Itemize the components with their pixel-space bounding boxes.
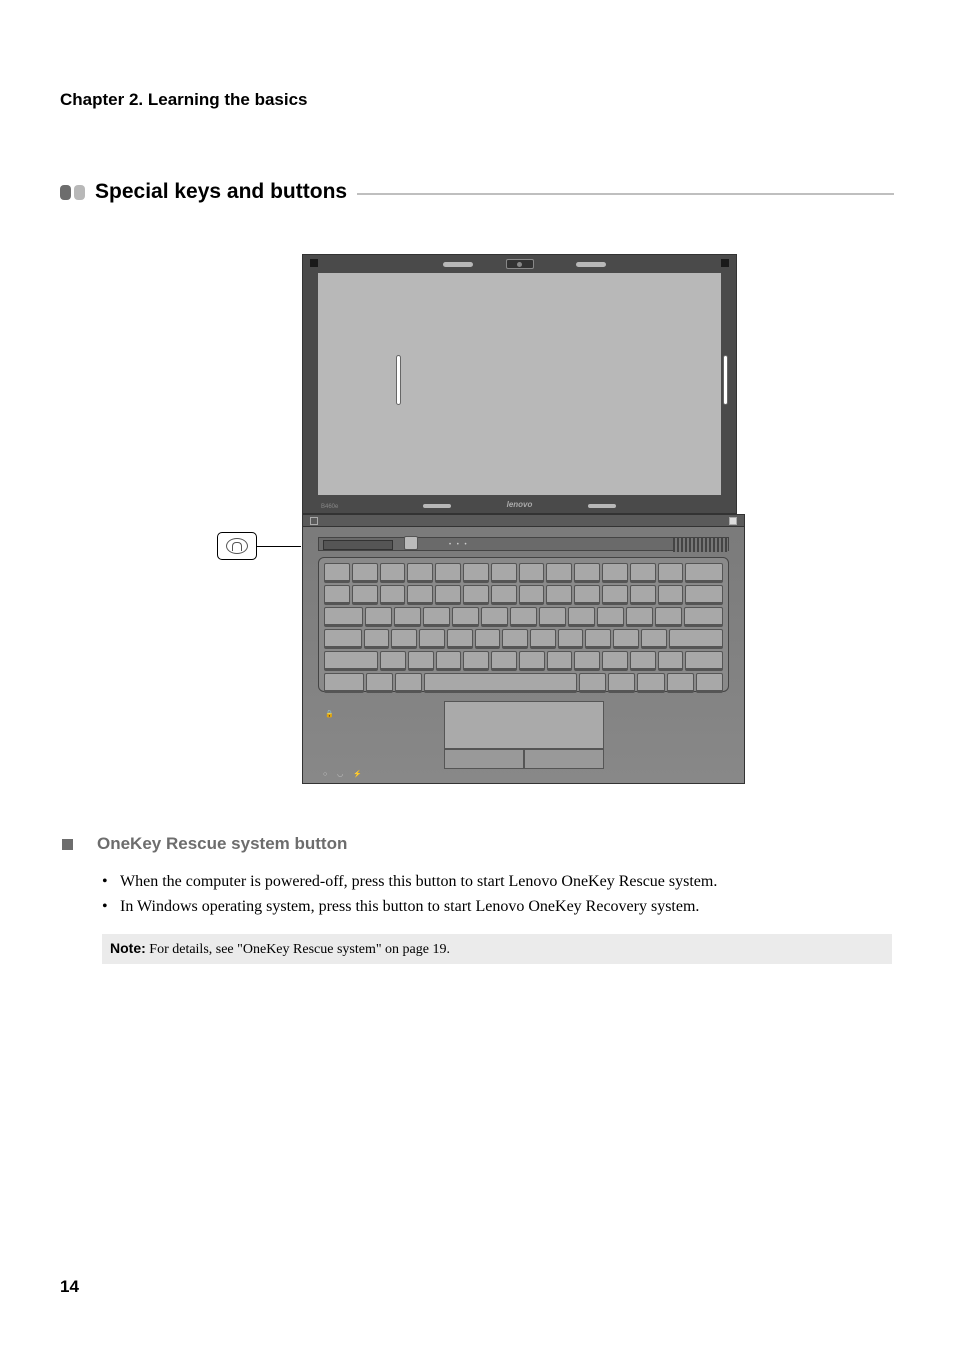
lock-indicator-icon: 🔒: [325, 710, 334, 718]
status-indicators: ○ ◡ ⚡: [323, 770, 366, 778]
laptop-screen: [318, 273, 721, 495]
subsection-heading: OneKey Rescue system button: [60, 834, 894, 854]
section-title: Special keys and buttons: [95, 180, 347, 204]
power-button-icon: [404, 536, 418, 550]
keyboard-row: [324, 629, 723, 649]
keyboard-row: [324, 673, 723, 693]
callout-leader-line: [257, 546, 301, 547]
section-heading: Special keys and buttons: [60, 180, 894, 204]
hinge-right: [723, 355, 728, 405]
bullet-icon: •: [102, 895, 120, 920]
onekey-callout: [217, 532, 301, 560]
bezel-slot-left: [443, 262, 473, 267]
bezel-bumper-right: [721, 259, 729, 267]
indicator-lights: • • •: [449, 542, 469, 548]
subsection-bullet: [62, 839, 73, 850]
brand-logo: lenovo: [507, 500, 533, 509]
trackpad-button-right: [524, 749, 604, 769]
list-item-text: When the computer is powered-off, press …: [120, 870, 717, 895]
function-bar-left-panel: [323, 540, 393, 550]
list-item: • In Windows operating system, press thi…: [102, 895, 894, 920]
body-list: • When the computer is powered-off, pres…: [102, 870, 894, 920]
bezel-bumper-left: [310, 259, 318, 267]
hinge-left: [396, 355, 401, 405]
keyboard: [318, 557, 729, 692]
list-item: • When the computer is powered-off, pres…: [102, 870, 894, 895]
function-bar: • • •: [318, 537, 729, 551]
laptop-base: • • •: [302, 514, 745, 784]
trackpad-surface: [444, 701, 604, 749]
trackpad-button-left: [444, 749, 524, 769]
hinge-cap-right: [729, 517, 737, 525]
onekey-rescue-icon: [217, 532, 257, 560]
keyboard-row: [324, 585, 723, 605]
section-divider: [357, 193, 894, 195]
list-item-text: In Windows operating system, press this …: [120, 895, 699, 920]
subsection-title: OneKey Rescue system button: [97, 834, 347, 854]
section-bullet-group: [60, 185, 85, 200]
keyboard-row: [324, 563, 723, 583]
note-label: Note:: [110, 940, 146, 956]
note-text: For details, see "OneKey Rescue system" …: [146, 942, 450, 957]
chapter-title: Chapter 2. Learning the basics: [60, 90, 894, 110]
keyboard-row: [324, 651, 723, 671]
hinge-cap-left: [310, 517, 318, 525]
laptop-diagram: B460e lenovo • • •: [60, 254, 894, 784]
bezel-slot-bottom-right: [588, 504, 616, 508]
speaker-grille: [673, 538, 728, 552]
laptop-screen-bezel: B460e lenovo: [302, 254, 737, 514]
trackpad: [444, 701, 604, 771]
note-box: Note: For details, see "OneKey Rescue sy…: [102, 934, 892, 964]
page-number: 14: [60, 1277, 79, 1297]
section-bullet-light: [74, 185, 85, 200]
bullet-icon: •: [102, 870, 120, 895]
brand-bar: lenovo: [303, 497, 736, 511]
bezel-slot-right: [576, 262, 606, 267]
webcam-icon: [506, 259, 534, 269]
keyboard-row: [324, 607, 723, 627]
hinge-strip: [303, 515, 744, 527]
section-bullet-dark: [60, 185, 71, 200]
trackpad-buttons: [444, 749, 604, 769]
